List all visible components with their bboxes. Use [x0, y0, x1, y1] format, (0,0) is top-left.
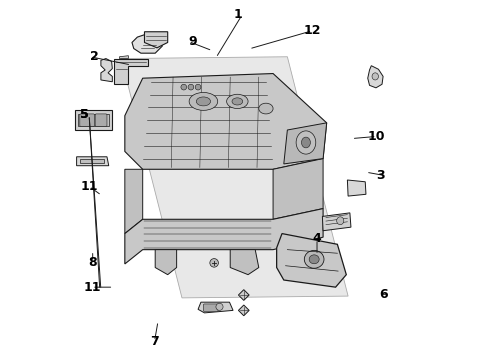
Text: 8: 8: [88, 256, 97, 269]
Polygon shape: [124, 169, 142, 234]
Text: 7: 7: [150, 335, 159, 348]
FancyBboxPatch shape: [95, 114, 107, 126]
Polygon shape: [322, 213, 350, 231]
Text: 1: 1: [233, 9, 242, 22]
Text: 11: 11: [83, 281, 101, 294]
Ellipse shape: [304, 250, 324, 268]
Polygon shape: [121, 57, 347, 298]
Polygon shape: [230, 249, 258, 275]
Polygon shape: [101, 59, 112, 82]
Ellipse shape: [226, 94, 247, 109]
Polygon shape: [155, 249, 176, 275]
Ellipse shape: [371, 73, 378, 80]
Polygon shape: [132, 33, 162, 53]
Ellipse shape: [196, 97, 210, 106]
Ellipse shape: [296, 131, 315, 154]
Polygon shape: [119, 56, 128, 59]
Text: 3: 3: [376, 169, 385, 182]
Polygon shape: [144, 32, 167, 48]
Ellipse shape: [231, 98, 242, 105]
Polygon shape: [124, 73, 326, 169]
Polygon shape: [78, 114, 108, 126]
Polygon shape: [75, 111, 112, 130]
Polygon shape: [114, 59, 148, 84]
Polygon shape: [124, 208, 323, 264]
Polygon shape: [346, 180, 365, 196]
Text: 6: 6: [379, 288, 387, 301]
Polygon shape: [367, 66, 382, 88]
Text: 11: 11: [80, 180, 98, 193]
Circle shape: [209, 258, 218, 267]
Circle shape: [188, 84, 193, 90]
Text: 12: 12: [303, 24, 320, 37]
FancyBboxPatch shape: [80, 114, 94, 126]
FancyBboxPatch shape: [203, 304, 218, 311]
Circle shape: [216, 303, 223, 310]
Circle shape: [195, 84, 201, 90]
Ellipse shape: [336, 217, 343, 225]
Polygon shape: [272, 158, 323, 219]
Polygon shape: [80, 159, 104, 163]
Polygon shape: [276, 234, 346, 287]
Circle shape: [181, 84, 186, 90]
Text: 9: 9: [188, 35, 197, 48]
Polygon shape: [77, 157, 108, 166]
Polygon shape: [238, 290, 248, 300]
Text: 2: 2: [90, 50, 99, 63]
Text: 10: 10: [367, 130, 385, 143]
Text: 5: 5: [80, 108, 89, 121]
Polygon shape: [198, 302, 233, 313]
Text: 4: 4: [312, 233, 321, 246]
Text: 5: 5: [80, 108, 89, 121]
Ellipse shape: [308, 255, 319, 264]
Polygon shape: [283, 123, 326, 164]
Ellipse shape: [301, 137, 310, 148]
Polygon shape: [238, 305, 248, 316]
Ellipse shape: [258, 103, 272, 114]
Ellipse shape: [189, 93, 217, 111]
